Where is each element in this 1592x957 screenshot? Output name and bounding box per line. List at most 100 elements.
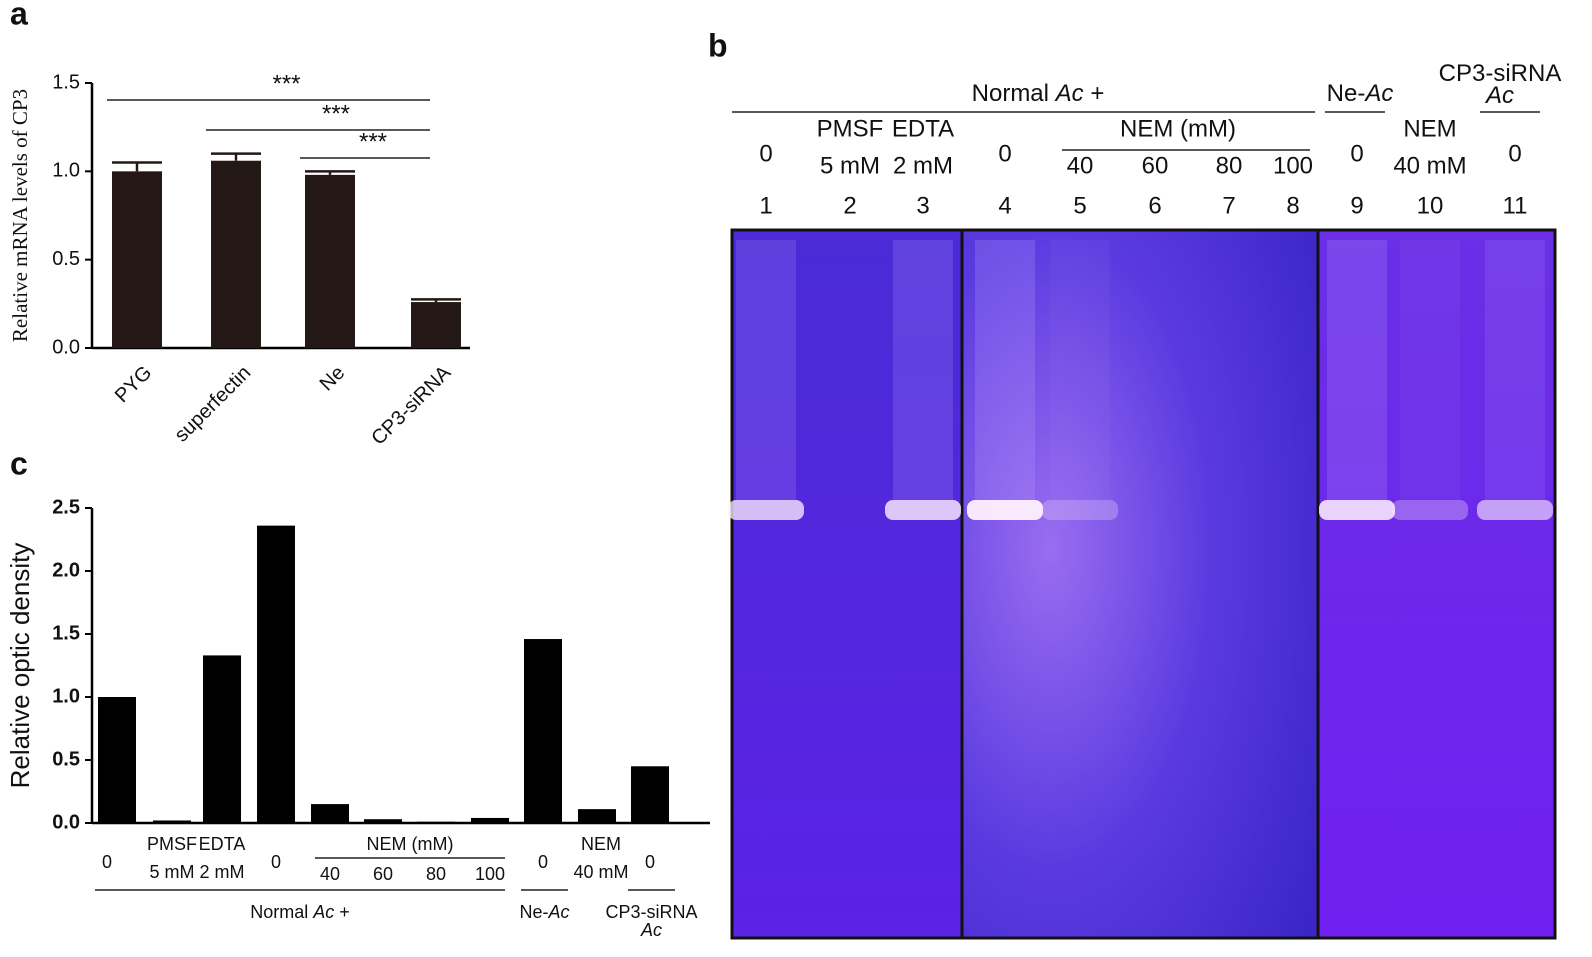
panel-label: b	[708, 27, 728, 63]
group-label: Normal Ac +	[250, 902, 350, 922]
label-part: Ac	[1363, 80, 1393, 107]
x-tick-header: NEM	[581, 834, 621, 854]
bar	[471, 817, 509, 823]
lane-number: 2	[843, 192, 856, 219]
x-tick-label: CP3-siRNA	[367, 361, 455, 449]
gel-border	[730, 228, 1557, 940]
label-part: Ac	[548, 902, 570, 922]
gel-smear	[1485, 240, 1545, 500]
x-tick-label: 5 mM	[150, 862, 195, 882]
bar	[257, 525, 295, 823]
x-tick-label: 100	[475, 864, 505, 884]
lane-condition: 0	[759, 140, 772, 167]
y-tick-label: 1.5	[52, 622, 80, 644]
x-tick-label: 40 mM	[573, 862, 628, 882]
label-part: CP3-siRNA	[605, 902, 697, 922]
x-tick-header: PMSF	[147, 834, 197, 854]
lane-condition: EDTA	[892, 115, 954, 142]
lane-number: 10	[1417, 192, 1444, 219]
lane-condition: 100	[1273, 152, 1313, 179]
group-label: CP3-siRNA Ac	[605, 902, 697, 940]
x-tick-label: 2 mM	[200, 862, 245, 882]
label-part: Ne-	[519, 902, 548, 922]
significance-label: ***	[272, 70, 300, 97]
gel-band	[1042, 500, 1118, 520]
bar	[578, 809, 616, 823]
lane-condition: PMSF	[817, 115, 884, 142]
x-tick-label: 0	[271, 852, 281, 872]
label-part: Ac	[640, 920, 662, 940]
label-part: Ne-	[1327, 80, 1366, 107]
gel-smear	[975, 240, 1035, 500]
lane-condition: 0	[1350, 140, 1363, 167]
bar	[364, 819, 402, 823]
bar	[203, 655, 241, 823]
bar	[631, 766, 669, 823]
x-tick-header: EDTA	[199, 834, 246, 854]
lane-number: 1	[759, 192, 772, 219]
label-part: +	[334, 902, 350, 922]
y-tick-label: 2.0	[52, 559, 80, 581]
bar	[153, 820, 191, 823]
lane-number: 7	[1222, 192, 1235, 219]
label-part: Ac	[1484, 82, 1514, 109]
gel-band	[728, 500, 804, 520]
bar	[311, 804, 349, 823]
lane-condition: 40 mM	[1393, 152, 1466, 179]
gel-segment	[1318, 230, 1555, 938]
y-tick-label: 1.0	[52, 685, 80, 707]
label-part: Ac	[312, 902, 334, 922]
x-tick-label: 80	[426, 864, 446, 884]
lane-condition: 0	[1508, 140, 1521, 167]
x-tick-label: 60	[373, 864, 393, 884]
lane-number: 6	[1148, 192, 1161, 219]
gel-band	[885, 500, 961, 520]
x-tick-label: 0	[645, 852, 655, 872]
subgroup-label: NEM (mM)	[1120, 115, 1236, 142]
lane-condition: NEM	[1403, 115, 1456, 142]
lane-condition: 40	[1067, 152, 1094, 179]
gel-segment	[962, 230, 1318, 938]
gel-band	[1319, 500, 1395, 520]
y-axis-label: Relative optic density	[5, 543, 35, 789]
gel-smear	[736, 240, 796, 500]
bar	[305, 174, 355, 348]
subgroup-label: NEM (mM)	[367, 834, 454, 854]
group-label: Ne-Ac	[519, 902, 569, 922]
lane-condition: 2 mM	[893, 152, 953, 179]
y-tick-label: 0.5	[52, 248, 80, 270]
gel-smear	[1327, 240, 1387, 500]
group-label: Ne-Ac	[1327, 80, 1394, 107]
gel-smear	[1400, 240, 1460, 500]
gel-band	[1392, 500, 1468, 520]
y-tick-label: 1.5	[52, 71, 80, 93]
lane-number: 11	[1503, 192, 1528, 219]
x-tick-label: 0	[102, 852, 112, 872]
label-part: Normal	[250, 902, 313, 922]
lane-condition: 5 mM	[820, 152, 880, 179]
bar	[524, 639, 562, 823]
panel-label: c	[10, 445, 28, 481]
significance-label: ***	[322, 100, 350, 127]
y-tick-label: 2.5	[52, 496, 80, 518]
lane-number: 4	[998, 192, 1011, 219]
bar	[411, 302, 461, 348]
lane-condition: 0	[998, 140, 1011, 167]
panel-label: a	[10, 0, 28, 31]
label-part: Ac	[1054, 80, 1084, 107]
bar	[112, 171, 162, 348]
lane-number: 3	[916, 192, 929, 219]
y-tick-label: 0.5	[52, 748, 80, 770]
x-tick-label: PYG	[111, 362, 156, 407]
bar	[211, 160, 261, 348]
x-tick-label: superfectin	[171, 362, 256, 447]
y-axis-label: Relative mRNA levels of CP3	[8, 89, 32, 342]
x-tick-label: 0	[538, 852, 548, 872]
lane-number: 9	[1350, 192, 1363, 219]
y-tick-label: 1.0	[52, 160, 80, 182]
x-tick-label: Ne	[316, 362, 350, 396]
lane-condition: 60	[1142, 152, 1169, 179]
bar	[417, 821, 455, 823]
label-part: CP3-siRNA	[1439, 60, 1562, 87]
